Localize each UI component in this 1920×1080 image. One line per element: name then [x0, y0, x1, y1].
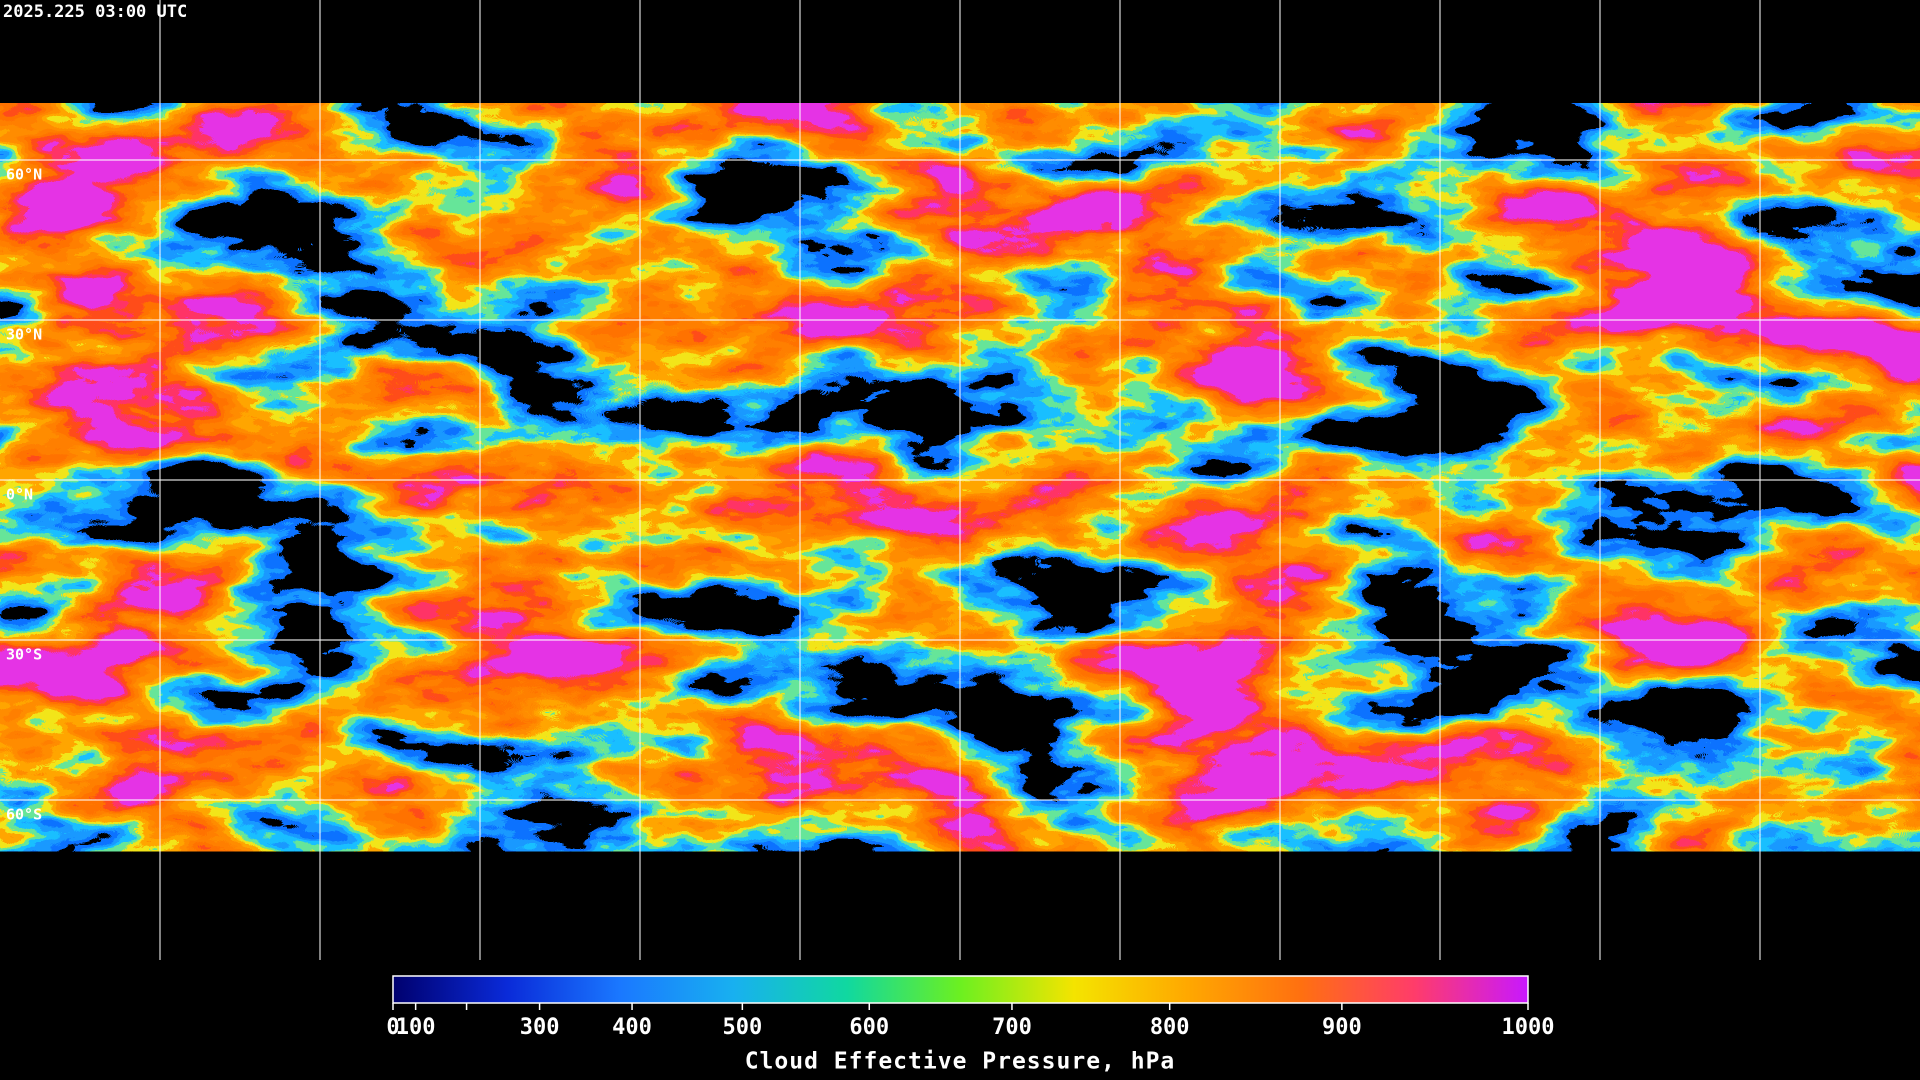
colorbar-tick-label: 400: [612, 1015, 652, 1040]
timestamp: 2025.225 03:00 UTC: [3, 2, 187, 22]
colorbar-tick-label: 700: [992, 1015, 1032, 1040]
colorbar-tick-label: 600: [849, 1015, 889, 1040]
latitude-label: 30°N: [6, 326, 42, 344]
latitude-labels: 60°N 30°N 0°N 30°S 60°S: [6, 166, 42, 824]
graticule: [0, 0, 1920, 960]
colorbar-tick-label: 1000: [1502, 1015, 1555, 1040]
colorbar-tick-label: 300: [520, 1015, 560, 1040]
colorbar-tick-label: 500: [722, 1015, 762, 1040]
colorbar-tick-label: 800: [1150, 1015, 1190, 1040]
colorbar-title: Cloud Effective Pressure, hPa: [745, 1049, 1176, 1075]
colorbar-tick-label: 0: [386, 1015, 399, 1040]
colorbar-tick-label: 100: [396, 1015, 436, 1040]
latitude-label: 30°S: [6, 646, 42, 664]
latitude-label: 0°N: [6, 486, 33, 504]
latitude-label: 60°S: [6, 806, 42, 824]
latitude-label: 60°N: [6, 166, 42, 184]
colorbar-tick-label: 900: [1322, 1015, 1362, 1040]
colorbar: [392, 975, 1529, 1004]
